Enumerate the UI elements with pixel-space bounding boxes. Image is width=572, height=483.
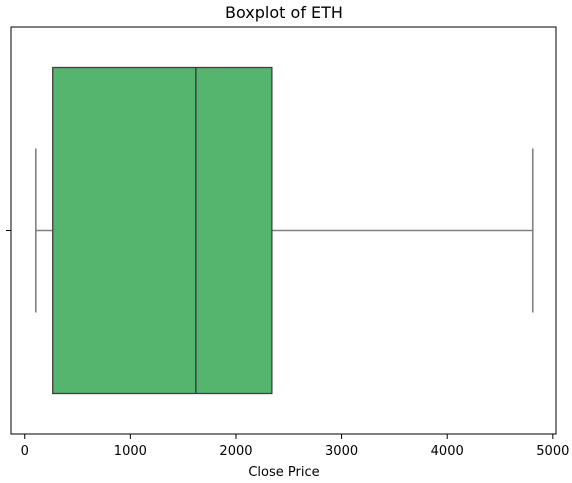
x-axis-label: Close Price	[248, 465, 319, 480]
chart-title: Boxplot of ETH	[225, 3, 343, 22]
x-tick-label: 4000	[431, 444, 464, 459]
x-tick-label: 3000	[325, 444, 358, 459]
x-tick-label: 1000	[114, 444, 147, 459]
x-tick-label: 0	[21, 444, 29, 459]
x-tick-label: 2000	[219, 444, 252, 459]
x-tick-label: 5000	[536, 444, 569, 459]
iqr-box	[52, 66, 273, 395]
